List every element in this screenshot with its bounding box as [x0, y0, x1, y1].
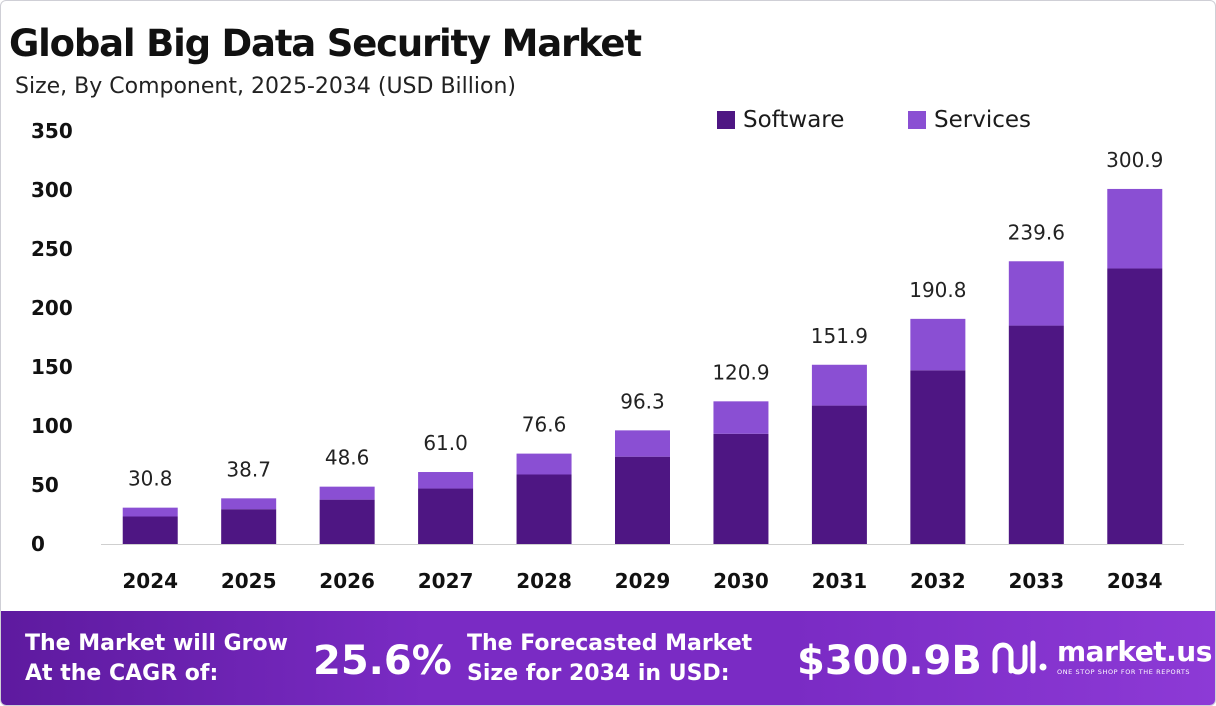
data-label-2033: 239.6	[1008, 220, 1065, 244]
y-tick-label: 150	[31, 355, 73, 379]
bar-chart: 0 50 100 150 200 250 300 350 30.8 2024 38.7 2025 48.…	[31, 119, 1184, 593]
bar-services-2025	[221, 498, 277, 510]
cagr-label-line1: The Market will Grow	[25, 631, 288, 656]
data-label-2032: 190.8	[909, 278, 966, 302]
y-tick-label: 350	[31, 119, 73, 143]
brand-logo: market.us ONE STOP SHOP FOR THE REPORTS	[991, 637, 1212, 677]
forecast-value: $300.9B	[797, 638, 982, 684]
bar-software-2034	[1107, 268, 1163, 544]
bar-software-2033	[1008, 325, 1064, 544]
data-label-2029: 96.3	[620, 389, 665, 413]
legend-swatch-software	[717, 111, 735, 129]
bar-software-2030	[713, 433, 769, 544]
legend-item-software: Software	[717, 107, 844, 133]
bar-services-2032	[910, 318, 966, 371]
data-label-2034: 300.9	[1106, 148, 1163, 172]
data-label-2027: 61.0	[423, 431, 468, 455]
y-tick-label: 250	[31, 237, 73, 261]
bar-services-2029	[615, 430, 670, 457]
bar-software-2032	[910, 370, 966, 544]
forecast-label: The Forecasted Market Size for 2034 in U…	[467, 629, 752, 689]
bar-services-2031	[811, 364, 867, 406]
y-tick-label: 200	[31, 296, 73, 320]
x-tick-label-2034: 2034	[1107, 569, 1163, 593]
bar-services-2026	[319, 486, 375, 500]
bar-services-2028	[516, 453, 572, 475]
bar-software-2029	[615, 456, 670, 544]
bar-software-2025	[221, 509, 277, 544]
legend-label-services: Services	[934, 107, 1031, 133]
cagr-label: The Market will Grow At the CAGR of:	[25, 629, 288, 689]
y-tick-label: 50	[31, 473, 59, 497]
cagr-label-line2: At the CAGR of:	[25, 661, 219, 686]
data-label-2025: 38.7	[226, 457, 271, 481]
bar-services-2027	[418, 472, 474, 489]
y-tick-label: 0	[31, 532, 45, 556]
bar-services-2024	[122, 507, 178, 517]
bar-services-2033	[1008, 261, 1064, 326]
data-label-2028: 76.6	[522, 413, 567, 437]
cagr-value: 25.6%	[313, 638, 452, 684]
x-tick-label-2024: 2024	[122, 569, 178, 593]
bar-software-2028	[516, 474, 572, 544]
brand-name: market.us	[1057, 635, 1212, 668]
x-tick-label-2025: 2025	[221, 569, 277, 593]
x-tick-label-2028: 2028	[516, 569, 572, 593]
chart-title: Global Big Data Security Market	[9, 22, 642, 65]
data-label-2026: 48.6	[325, 446, 370, 470]
brand-tagline: ONE STOP SHOP FOR THE REPORTS	[1057, 668, 1191, 676]
data-label-2030: 120.9	[712, 360, 769, 384]
bar-software-2024	[122, 516, 178, 544]
forecast-label-line2: Size for 2034 in USD:	[467, 661, 730, 686]
y-tick-label: 300	[31, 178, 73, 202]
y-tick-label: 100	[31, 414, 73, 438]
bar-software-2026	[319, 499, 375, 544]
market-us-logo-icon	[992, 640, 1047, 675]
legend-swatch-services	[908, 111, 926, 129]
bar-services-2030	[713, 401, 769, 434]
forecast-label-line1: The Forecasted Market	[467, 631, 753, 656]
x-tick-label-2031: 2031	[812, 569, 868, 593]
bar-software-2031	[811, 405, 867, 544]
x-tick-label-2033: 2033	[1008, 569, 1064, 593]
data-label-2031: 151.9	[811, 324, 868, 348]
x-tick-label-2027: 2027	[418, 569, 474, 593]
bar-services-2034	[1107, 188, 1163, 269]
x-tick-label-2029: 2029	[615, 569, 671, 593]
legend-label-software: Software	[743, 107, 845, 133]
x-tick-label-2032: 2032	[910, 569, 966, 593]
chart-subtitle: Size, By Component, 2025-2034 (USD Billi…	[15, 74, 516, 99]
bar-software-2027	[418, 488, 474, 544]
x-tick-label-2026: 2026	[319, 569, 375, 593]
legend-item-services: Services	[908, 107, 1031, 133]
x-tick-label-2030: 2030	[713, 569, 769, 593]
summary-footer: The Market will Grow At the CAGR of: 25.…	[1, 611, 1215, 705]
data-label-2024: 30.8	[128, 467, 173, 491]
